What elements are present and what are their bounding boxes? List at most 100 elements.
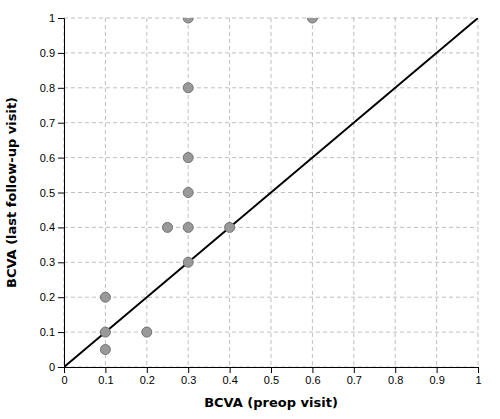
- grid-line-y: [64, 18, 478, 19]
- tick-mark: [58, 193, 64, 194]
- chart: 00.10.20.30.40.50.60.70.80.9100.10.20.30…: [0, 0, 500, 419]
- grid: [64, 18, 478, 367]
- point: [100, 327, 110, 337]
- point: [183, 153, 193, 163]
- grid-line-y: [64, 52, 478, 53]
- tick-label: 0.3: [40, 256, 55, 268]
- point: [142, 327, 152, 337]
- tick-mark: [395, 367, 396, 373]
- tick-label: 0.4: [40, 221, 55, 233]
- tick-mark: [312, 367, 313, 373]
- axis-line: [65, 368, 479, 374]
- plot-area: 00.10.20.30.40.50.60.70.80.9100.10.20.30…: [40, 12, 482, 386]
- tick-label: 0.7: [40, 117, 55, 129]
- point: [163, 222, 173, 232]
- tick-label: 0.9: [40, 47, 55, 59]
- y-axis: 0 0.1 0.2 0.3 0.4 0.5 0.6 0.7 0.8 0.9 1: [40, 12, 65, 373]
- tick-mark: [58, 88, 64, 89]
- tick: 0.7: [347, 367, 362, 386]
- tick-label: 1: [49, 12, 55, 24]
- tick-mark: [437, 367, 438, 373]
- grid-line-y: [64, 262, 478, 263]
- tick: 0: [49, 361, 64, 373]
- tick-label: 0: [49, 361, 55, 373]
- grid-line-x: [146, 18, 147, 367]
- grid-line-y: [64, 227, 478, 228]
- tick-mark: [58, 297, 64, 298]
- tick: 0.5: [40, 187, 64, 199]
- tick-mark: [58, 227, 64, 228]
- grid-line-y: [64, 332, 478, 333]
- grid-line-y: [64, 122, 478, 123]
- grid-line-x: [229, 18, 230, 367]
- tick: 0.9: [40, 47, 64, 59]
- point: [183, 18, 193, 23]
- tick-mark: [58, 332, 64, 333]
- lines: [64, 18, 478, 367]
- tick-mark: [58, 53, 64, 54]
- tick: 0: [61, 367, 67, 386]
- tick: 1: [49, 12, 64, 24]
- tick: 0.6: [40, 152, 64, 164]
- point: [183, 222, 193, 232]
- tick-label: 0.5: [264, 374, 279, 386]
- tick-mark: [478, 367, 479, 373]
- tick: 1: [475, 367, 481, 386]
- tick-mark: [354, 367, 355, 373]
- points: [100, 18, 317, 355]
- x-axis: 0 0.1 0.2 0.3 0.4 0.5 0.6 0.7 0.8 0.9 1: [61, 367, 481, 386]
- tick-label: 1: [475, 374, 481, 386]
- tick: 0.1: [40, 326, 64, 338]
- tick-mark: [58, 262, 64, 263]
- tick-label: 0.8: [388, 374, 403, 386]
- tick: 0.4: [222, 367, 237, 386]
- tick-label: 0.1: [98, 374, 113, 386]
- point: [183, 83, 193, 93]
- grid-line-y: [64, 157, 478, 158]
- x-axis-label: BCVA (preop visit): [204, 395, 338, 410]
- tick-label: 0.8: [40, 82, 55, 94]
- tick: 0.6: [305, 367, 320, 386]
- tick-mark: [230, 367, 231, 373]
- tick-mark: [58, 123, 64, 124]
- grid-line-y: [64, 87, 478, 88]
- tick-label: 0.4: [222, 374, 237, 386]
- tick-label: 0.6: [40, 152, 55, 164]
- tick: 0.4: [40, 221, 64, 233]
- tick: 0.5: [264, 367, 279, 386]
- tick-mark: [105, 367, 106, 373]
- grid-line-y: [64, 297, 478, 298]
- tick-label: 0.1: [40, 326, 55, 338]
- tick: 0.3: [40, 256, 64, 268]
- tick-label: 0.7: [347, 374, 362, 386]
- tick-label: 0: [61, 374, 67, 386]
- tick: 0.2: [140, 367, 155, 386]
- tick: 0.2: [40, 291, 64, 303]
- tick: 0.8: [40, 82, 64, 94]
- tick-label: 0.2: [40, 291, 55, 303]
- point: [100, 345, 110, 355]
- point: [225, 222, 235, 232]
- tick-mark: [58, 367, 64, 368]
- tick-mark: [188, 367, 189, 373]
- tick-label: 0.9: [429, 374, 444, 386]
- tick: 0.8: [388, 367, 403, 386]
- y-axis-label: BCVA (last follow-up visit): [4, 97, 19, 288]
- marks: [64, 18, 478, 367]
- tick: 0.9: [429, 367, 444, 386]
- tick: 0.1: [98, 367, 113, 386]
- tick-label: 0.3: [181, 374, 196, 386]
- tick: 0.7: [40, 117, 64, 129]
- tick-mark: [58, 18, 64, 19]
- tick-mark: [271, 367, 272, 373]
- point: [100, 292, 110, 302]
- tick-label: 0.6: [305, 374, 320, 386]
- reference-line: [64, 18, 478, 367]
- tick-label: 0.5: [40, 187, 55, 199]
- tick: 0.3: [181, 367, 196, 386]
- axis-line: [58, 19, 65, 368]
- grid-line-x: [105, 18, 106, 367]
- point: [183, 188, 193, 198]
- tick-mark: [58, 158, 64, 159]
- tick-mark: [147, 367, 148, 373]
